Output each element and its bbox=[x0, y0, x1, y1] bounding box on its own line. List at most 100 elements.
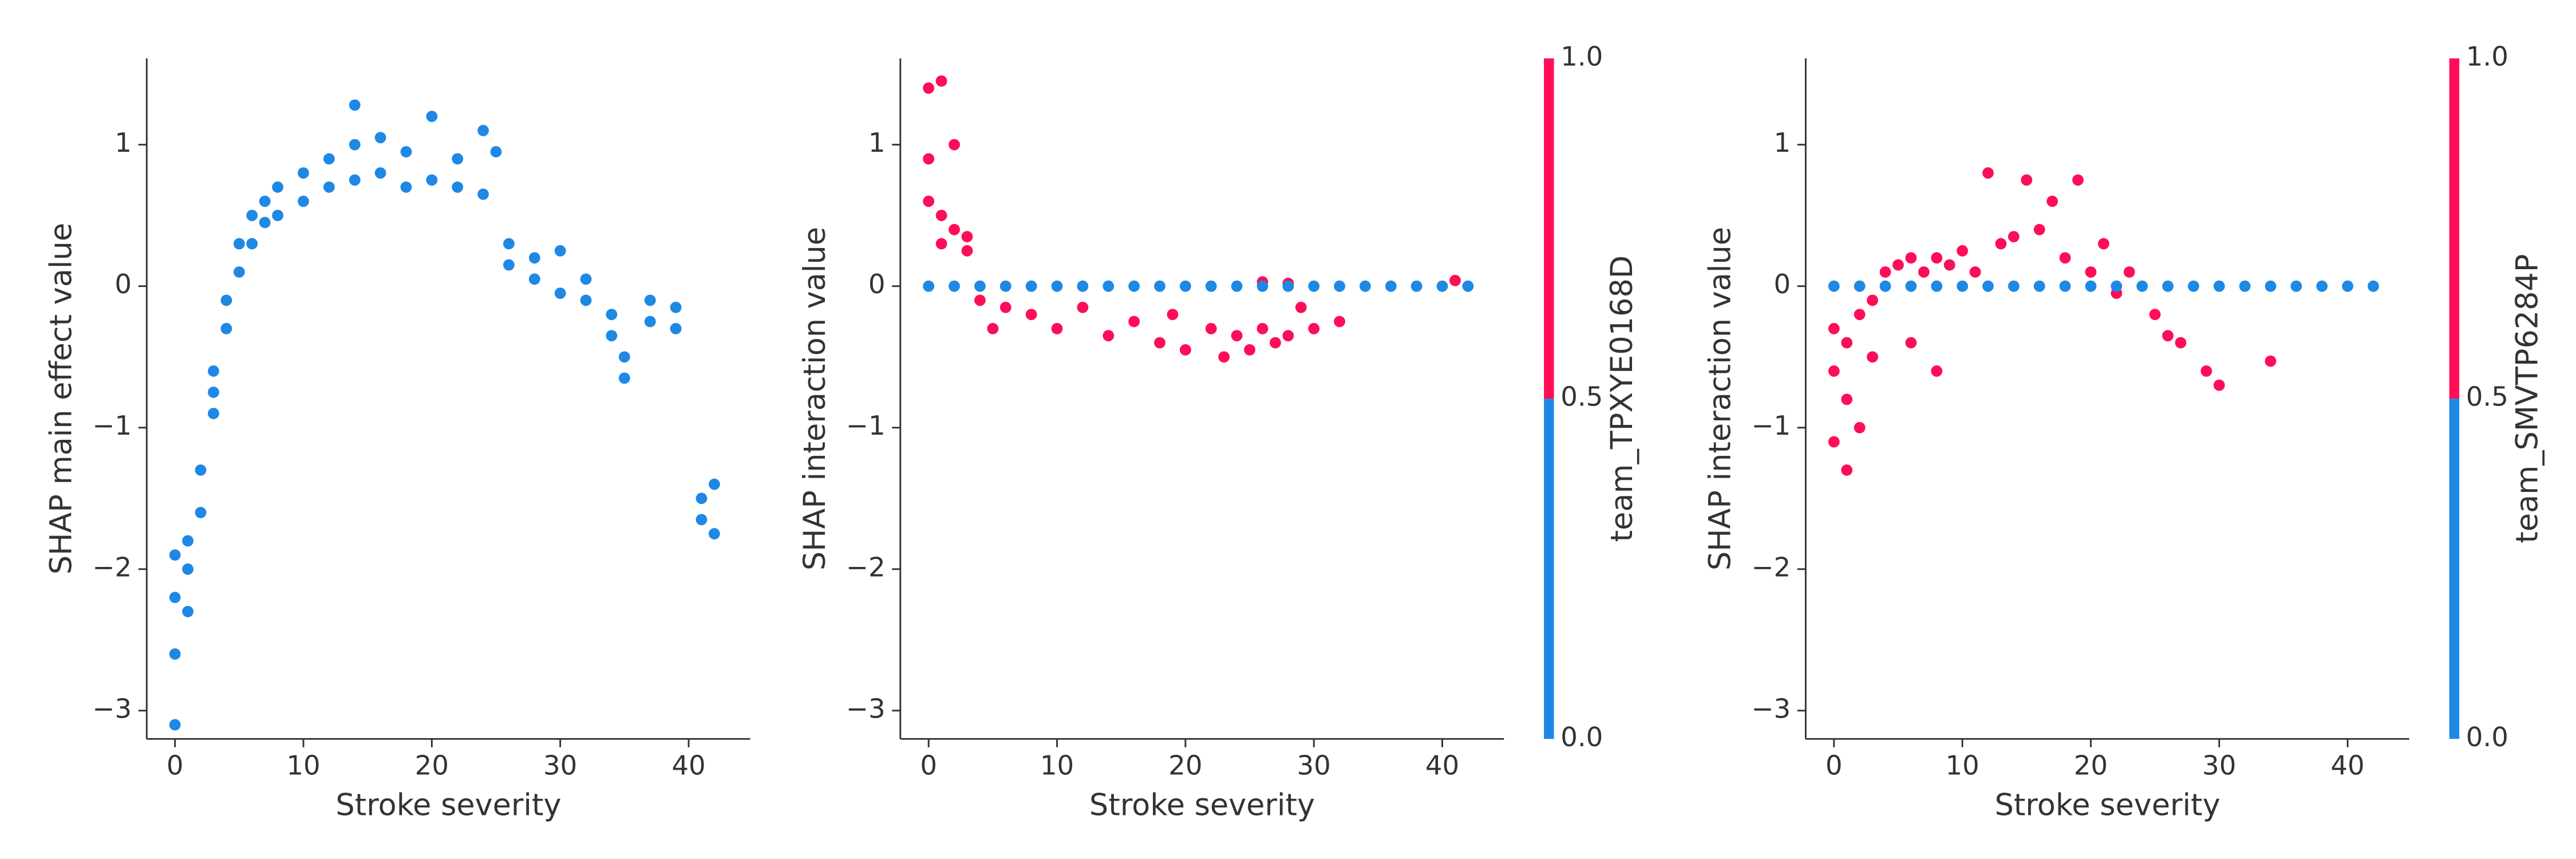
point bbox=[580, 294, 592, 306]
point bbox=[1841, 337, 1853, 349]
point bbox=[580, 273, 592, 285]
x-tick-label: 0 bbox=[920, 750, 937, 781]
point bbox=[2008, 280, 2020, 292]
point bbox=[2111, 280, 2123, 292]
point bbox=[246, 210, 258, 222]
point bbox=[528, 273, 540, 285]
colorbar-segment bbox=[2449, 399, 2460, 739]
point bbox=[426, 174, 438, 186]
point bbox=[935, 238, 947, 250]
colorbar-segment bbox=[1544, 399, 1554, 739]
colorbar-tick-label: 0.0 bbox=[2466, 722, 2508, 752]
colorbar-tick-label: 0.0 bbox=[1560, 722, 1603, 752]
point bbox=[220, 294, 232, 306]
point bbox=[1982, 280, 1994, 292]
y-tick-label: −1 bbox=[846, 410, 886, 441]
point bbox=[554, 245, 566, 257]
point bbox=[195, 464, 207, 476]
point bbox=[1867, 351, 1878, 363]
x-tick-label: 20 bbox=[2074, 750, 2108, 781]
point bbox=[1385, 280, 1397, 292]
point bbox=[1905, 252, 1917, 264]
x-tick-label: 30 bbox=[543, 750, 577, 781]
point bbox=[1462, 280, 1474, 292]
point bbox=[323, 153, 335, 165]
point bbox=[452, 153, 464, 165]
y-tick-label: −2 bbox=[1751, 551, 1791, 582]
point bbox=[2046, 195, 2058, 207]
point bbox=[208, 387, 219, 398]
x-tick-label: 10 bbox=[1945, 750, 1979, 781]
point bbox=[1334, 280, 1345, 292]
colorbar-tick-label: 0.5 bbox=[2466, 381, 2508, 412]
x-axis-label: Stroke severity bbox=[1994, 788, 2220, 823]
colorbar-label: team_TPXYE0168D bbox=[1605, 255, 1639, 542]
point bbox=[2097, 238, 2109, 250]
point bbox=[1828, 436, 1840, 448]
point bbox=[1931, 280, 1943, 292]
point bbox=[1269, 337, 1281, 349]
y-tick-label: −2 bbox=[846, 551, 886, 582]
point bbox=[246, 238, 258, 250]
point bbox=[2162, 330, 2174, 342]
point bbox=[670, 322, 682, 334]
point bbox=[2008, 231, 2020, 243]
point bbox=[618, 372, 630, 384]
point bbox=[949, 280, 960, 292]
point bbox=[2316, 280, 2328, 292]
point bbox=[1969, 266, 1981, 278]
point bbox=[528, 252, 540, 264]
point bbox=[606, 330, 618, 342]
point bbox=[182, 535, 194, 547]
point bbox=[1841, 464, 1853, 476]
y-tick-label: −1 bbox=[1751, 410, 1791, 441]
point bbox=[2085, 280, 2097, 292]
point bbox=[1077, 301, 1089, 313]
point bbox=[1360, 280, 1371, 292]
point bbox=[1244, 344, 1255, 356]
y-tick-label: 0 bbox=[114, 269, 132, 300]
x-tick-label: 40 bbox=[2330, 750, 2364, 781]
y-tick-label: −3 bbox=[1751, 693, 1791, 724]
point bbox=[298, 167, 309, 179]
point bbox=[2021, 174, 2033, 186]
point bbox=[1918, 266, 1930, 278]
point bbox=[169, 719, 181, 731]
point bbox=[1905, 280, 1917, 292]
point bbox=[644, 294, 656, 306]
point bbox=[349, 174, 361, 186]
point bbox=[400, 146, 412, 157]
x-tick-label: 10 bbox=[286, 750, 320, 781]
point bbox=[999, 301, 1012, 313]
x-tick-label: 40 bbox=[1425, 750, 1459, 781]
x-tick-label: 0 bbox=[1826, 750, 1843, 781]
point bbox=[272, 181, 284, 193]
point bbox=[1879, 266, 1891, 278]
point bbox=[554, 287, 566, 299]
point bbox=[1205, 322, 1217, 334]
point bbox=[452, 181, 464, 193]
point bbox=[1828, 322, 1840, 334]
point bbox=[477, 125, 489, 136]
point bbox=[233, 238, 245, 250]
point bbox=[2239, 280, 2251, 292]
point bbox=[1051, 322, 1063, 334]
point bbox=[935, 210, 947, 222]
point bbox=[1931, 252, 1943, 264]
colorbar-tick-label: 1.0 bbox=[1560, 41, 1603, 72]
point bbox=[477, 188, 489, 200]
point bbox=[1218, 351, 1230, 363]
point bbox=[1025, 309, 1037, 321]
point bbox=[1841, 393, 1853, 405]
point bbox=[490, 146, 502, 157]
point bbox=[1931, 365, 1943, 377]
point bbox=[169, 648, 181, 660]
point bbox=[1295, 301, 1307, 313]
point bbox=[1128, 316, 1140, 328]
point bbox=[2136, 280, 2148, 292]
point bbox=[503, 259, 515, 271]
point bbox=[233, 266, 245, 278]
point bbox=[949, 223, 960, 235]
y-tick-label: −1 bbox=[92, 410, 132, 441]
